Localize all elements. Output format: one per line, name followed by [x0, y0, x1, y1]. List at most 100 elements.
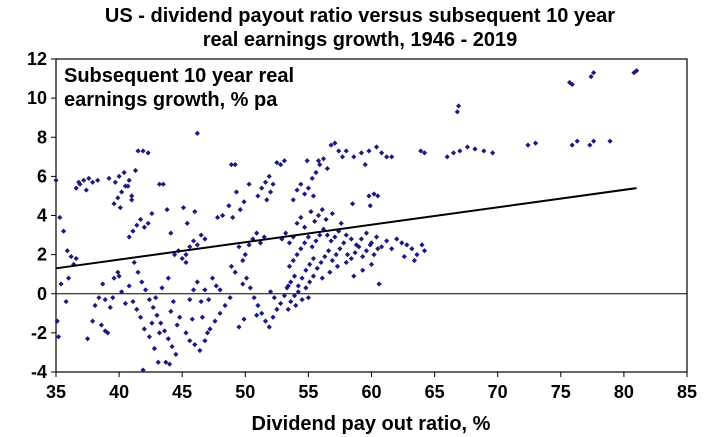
data-point	[368, 261, 375, 268]
data-point	[324, 165, 330, 172]
data-point	[338, 220, 344, 226]
data-point	[145, 150, 151, 156]
data-point	[286, 240, 293, 246]
data-point	[217, 287, 223, 293]
y-tick-label: -2	[31, 323, 47, 343]
data-point	[60, 228, 67, 234]
data-point	[271, 295, 277, 301]
data-point	[261, 234, 267, 240]
data-point	[302, 191, 308, 197]
data-point	[246, 181, 252, 187]
data-point	[309, 175, 315, 181]
data-point	[414, 252, 420, 258]
data-point	[284, 285, 290, 291]
data-point	[401, 253, 407, 260]
data-points	[53, 68, 640, 373]
data-point	[348, 236, 354, 242]
data-point	[305, 295, 311, 301]
data-point	[63, 298, 69, 305]
data-point	[307, 279, 313, 285]
data-point	[310, 255, 317, 262]
data-point	[259, 185, 265, 191]
data-point	[119, 289, 125, 295]
data-point	[55, 334, 62, 340]
data-point	[254, 230, 260, 236]
data-point	[141, 224, 147, 230]
data-point	[129, 197, 135, 203]
data-point	[242, 252, 248, 258]
data-point	[192, 342, 198, 348]
data-point	[246, 242, 252, 248]
data-point	[591, 70, 597, 76]
data-point	[298, 181, 304, 187]
data-point	[132, 167, 139, 174]
data-point	[135, 269, 141, 275]
data-point	[295, 283, 301, 289]
data-point	[159, 285, 165, 291]
data-point	[164, 207, 170, 213]
data-point	[332, 140, 338, 146]
data-point	[122, 300, 129, 307]
data-point	[607, 138, 613, 144]
data-point	[255, 193, 261, 199]
data-point	[163, 359, 169, 365]
data-point	[156, 330, 163, 336]
data-point	[305, 185, 311, 191]
trend-line	[55, 187, 637, 270]
data-point	[318, 259, 324, 266]
data-point	[302, 240, 308, 246]
data-point	[197, 347, 203, 354]
data-point	[111, 201, 117, 207]
data-point	[299, 275, 305, 281]
data-point	[325, 248, 332, 254]
data-point	[169, 343, 175, 350]
data-point	[106, 175, 112, 181]
data-point	[454, 109, 460, 115]
data-point	[251, 295, 257, 301]
data-point	[105, 330, 111, 336]
data-point	[236, 244, 242, 250]
data-point	[341, 240, 347, 246]
data-point	[232, 269, 238, 275]
data-point	[125, 183, 131, 189]
chart-title-line-2: real earnings growth, 1946 - 2019	[202, 29, 518, 51]
data-point	[146, 297, 152, 303]
data-point	[267, 289, 274, 295]
data-point	[168, 308, 174, 314]
data-point	[83, 187, 89, 193]
data-point	[217, 310, 223, 316]
data-point	[384, 238, 390, 244]
data-point	[323, 216, 329, 223]
data-point	[278, 300, 284, 307]
data-point	[399, 240, 405, 246]
data-point	[633, 68, 640, 74]
data-point	[327, 269, 333, 275]
data-point	[373, 234, 380, 240]
data-point	[450, 150, 457, 156]
data-point	[137, 216, 144, 223]
data-point	[294, 252, 300, 258]
x-tick-label: 85	[677, 382, 697, 402]
data-point	[160, 181, 166, 187]
data-point	[375, 193, 381, 199]
data-point	[322, 253, 328, 260]
data-point	[317, 162, 323, 168]
data-point	[371, 191, 377, 197]
data-point	[121, 169, 127, 176]
data-point	[183, 259, 189, 266]
data-point	[310, 193, 317, 199]
data-point	[332, 234, 338, 240]
data-point	[411, 257, 418, 264]
data-point	[115, 195, 121, 201]
data-point	[135, 148, 141, 154]
data-point	[404, 242, 410, 248]
data-point	[190, 238, 197, 244]
data-point	[312, 218, 318, 224]
data-point	[158, 320, 164, 326]
data-point	[141, 326, 147, 332]
data-point	[96, 295, 102, 301]
data-point	[129, 193, 135, 199]
x-tick-label: 80	[614, 382, 634, 402]
data-point	[333, 252, 339, 258]
data-point	[315, 212, 322, 219]
